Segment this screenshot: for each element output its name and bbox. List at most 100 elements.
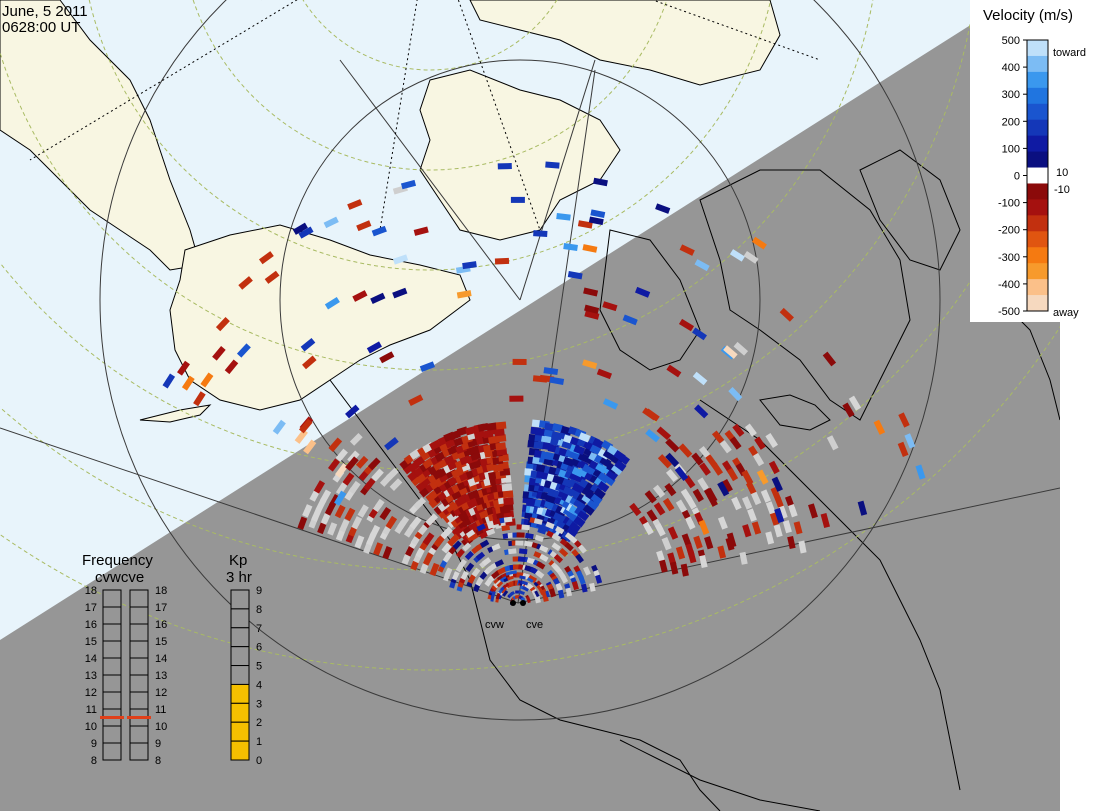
kp-gauge-cell xyxy=(230,589,250,610)
backscatter-cell xyxy=(335,482,348,496)
backscatter-cell xyxy=(512,358,527,365)
magnetic-meridian xyxy=(519,59,596,301)
backscatter-cell xyxy=(344,507,356,522)
labrador-coast xyxy=(699,169,911,421)
backscatter-cell xyxy=(665,438,680,453)
backscatter-cell xyxy=(320,489,332,503)
colorbar-segment xyxy=(1027,71,1048,89)
night-side-region xyxy=(0,0,1060,811)
magnetic-latitude-circle xyxy=(99,0,941,721)
backscatter-cell xyxy=(602,449,615,461)
colorbar-tick-label: -100 xyxy=(998,198,1020,210)
backscatter-cell xyxy=(582,359,598,370)
backscatter-cell xyxy=(622,314,638,326)
backscatter-cell xyxy=(392,254,409,265)
backscatter-cell xyxy=(236,343,251,358)
frequency-tick-label: 10 xyxy=(155,721,167,733)
colorbar-tick-label: -200 xyxy=(998,225,1020,237)
aleutian-land xyxy=(139,404,212,423)
backscatter-cell xyxy=(778,505,788,519)
alaska-land xyxy=(169,224,471,411)
backscatter-cell xyxy=(422,552,434,566)
cve-radar-label: cve xyxy=(526,619,543,631)
backscatter-cell xyxy=(691,452,704,466)
backscatter-cell xyxy=(357,504,369,518)
backscatter-cell xyxy=(551,533,561,542)
backscatter-cell xyxy=(510,196,525,203)
backscatter-cell xyxy=(497,566,507,575)
backscatter-cell xyxy=(386,467,399,481)
backscatter-cell xyxy=(898,412,910,428)
backscatter-cell xyxy=(596,368,613,380)
backscatter-cell xyxy=(352,290,368,302)
backscatter-cell xyxy=(334,490,347,506)
backscatter-cell xyxy=(313,480,326,494)
backscatter-cell xyxy=(486,422,498,431)
backscatter-cell xyxy=(634,286,651,298)
magnetic-meridian xyxy=(339,59,521,301)
backscatter-cell xyxy=(324,296,340,310)
backscatter-cell xyxy=(302,355,317,370)
backscatter-cell xyxy=(584,310,600,320)
backscatter-cell xyxy=(379,351,395,364)
backscatter-cell xyxy=(494,428,505,437)
backscatter-cell xyxy=(857,500,868,516)
backscatter-cell xyxy=(678,318,695,332)
backscatter-cell xyxy=(372,498,385,513)
backscatter-cell xyxy=(694,259,710,272)
backscatter-cell xyxy=(462,542,472,552)
backscatter-cell xyxy=(698,519,710,536)
backscatter-cell xyxy=(552,423,564,433)
backscatter-cell xyxy=(527,574,538,584)
backscatter-cell xyxy=(773,524,783,538)
backscatter-cell xyxy=(215,316,230,332)
backscatter-cell xyxy=(517,556,527,563)
backscatter-velocity-cells xyxy=(162,161,926,606)
colorbar-segment xyxy=(1027,295,1048,312)
backscatter-cell xyxy=(721,478,733,493)
frequency-tick-label: 10 xyxy=(85,721,97,733)
backscatter-cell xyxy=(534,594,541,604)
backscatter-cell xyxy=(479,539,490,548)
backscatter-cell xyxy=(575,553,584,564)
backscatter-cell xyxy=(551,542,561,552)
backscatter-cell xyxy=(742,524,752,538)
backscatter-cell xyxy=(412,455,426,468)
backscatter-cell xyxy=(238,276,253,290)
backscatter-cell xyxy=(680,563,689,577)
backscatter-cell xyxy=(674,466,689,482)
away-label: away xyxy=(1053,307,1079,319)
backscatter-cell xyxy=(495,592,501,600)
frequency-tick-label: 16 xyxy=(85,619,97,631)
backscatter-cell xyxy=(502,590,509,597)
backscatter-cell xyxy=(507,575,514,581)
backscatter-cell xyxy=(502,503,514,512)
backscatter-cell xyxy=(495,434,507,443)
backscatter-cell xyxy=(552,564,562,574)
backscatter-cell xyxy=(565,587,573,597)
colorbar-segment xyxy=(1027,231,1048,248)
magnetic-latitude-circle xyxy=(279,59,761,541)
backscatter-cell xyxy=(848,395,862,411)
backscatter-cell xyxy=(675,499,688,513)
colorbar-segment xyxy=(1027,40,1048,57)
backscatter-cell xyxy=(543,367,559,376)
backscatter-cell xyxy=(573,444,586,456)
backscatter-cell xyxy=(451,571,460,581)
backscatter-cell xyxy=(593,487,606,500)
backscatter-cell xyxy=(532,375,548,383)
backscatter-cell xyxy=(739,551,748,565)
backscatter-cell xyxy=(413,226,429,236)
backscatter-cell xyxy=(711,462,724,476)
cvw-radar-label: cvw xyxy=(485,619,504,631)
backscatter-cell xyxy=(371,468,384,482)
backscatter-cell xyxy=(578,575,586,585)
backscatter-cell xyxy=(745,481,757,495)
backscatter-cell xyxy=(509,395,524,402)
backscatter-cell xyxy=(379,506,392,521)
backscatter-cell xyxy=(272,419,286,435)
frequency-tick-label: 9 xyxy=(91,738,97,750)
backscatter-cell xyxy=(675,546,686,560)
backscatter-cell xyxy=(460,570,469,581)
